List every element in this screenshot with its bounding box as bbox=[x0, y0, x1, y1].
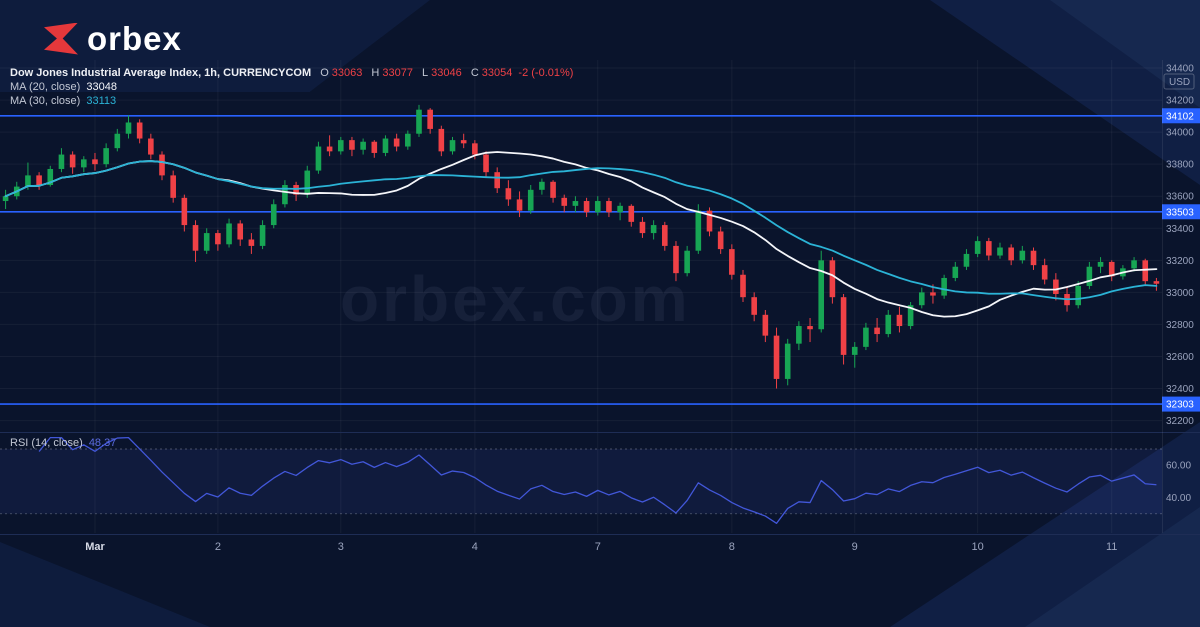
change-value: -2 (-0.01%) bbox=[518, 67, 574, 79]
open-value: 33063 bbox=[331, 67, 363, 79]
high-label: H bbox=[371, 67, 380, 79]
svg-text:11: 11 bbox=[1106, 541, 1117, 553]
close-label: C bbox=[470, 67, 479, 79]
close-value: 33054 bbox=[481, 67, 513, 79]
svg-text:33000: 33000 bbox=[1166, 288, 1194, 299]
svg-text:40.00: 40.00 bbox=[1166, 493, 1191, 504]
svg-text:34200: 34200 bbox=[1166, 96, 1194, 107]
svg-text:32200: 32200 bbox=[1166, 416, 1194, 427]
high-value: 33077 bbox=[382, 67, 413, 79]
svg-text:10: 10 bbox=[972, 541, 984, 553]
rsi-value: 48.37 bbox=[88, 437, 117, 449]
svg-text:33600: 33600 bbox=[1166, 192, 1194, 203]
svg-text:8: 8 bbox=[729, 541, 735, 553]
svg-text:7: 7 bbox=[595, 541, 601, 553]
svg-text:33200: 33200 bbox=[1166, 256, 1194, 267]
low-label: L bbox=[422, 67, 429, 79]
low-value: 33046 bbox=[431, 67, 462, 79]
svg-text:Mar: Mar bbox=[85, 541, 105, 553]
watermark-text: orbex.com bbox=[340, 263, 691, 335]
svg-text:USD: USD bbox=[1169, 77, 1190, 88]
chart-legend: Dow Jones Industrial Average Index, 1h, … bbox=[10, 67, 573, 109]
svg-text:2: 2 bbox=[215, 541, 221, 553]
svg-text:60.00: 60.00 bbox=[1166, 461, 1191, 472]
svg-text:4: 4 bbox=[472, 541, 478, 553]
price-axis[interactable] bbox=[1162, 60, 1200, 532]
open-label: O bbox=[320, 67, 329, 79]
svg-text:34000: 34000 bbox=[1166, 128, 1194, 139]
price-chart-canvas[interactable]: 34400 34200 34000 33800 33600 33400 33200 33000… bbox=[0, 0, 1200, 562]
orbex-logo-text: orbex bbox=[87, 20, 182, 57]
ma20-legend-row[interactable]: MA (20, close) 33048 bbox=[10, 81, 573, 94]
ma20-label: MA (20, close) bbox=[10, 81, 81, 93]
orbex-logo: orbex bbox=[44, 22, 182, 55]
svg-text:32400: 32400 bbox=[1166, 384, 1194, 395]
svg-text:34102: 34102 bbox=[1166, 111, 1194, 122]
time-axis[interactable] bbox=[0, 535, 1162, 559]
ma20-value: 33048 bbox=[86, 81, 117, 93]
svg-text:34400: 34400 bbox=[1166, 64, 1194, 75]
orbex-logo-icon bbox=[44, 22, 78, 55]
svg-text:33503: 33503 bbox=[1166, 207, 1194, 218]
svg-text:33800: 33800 bbox=[1166, 160, 1194, 171]
symbol-title: Dow Jones Industrial Average Index, 1h, … bbox=[10, 67, 312, 79]
svg-text:32800: 32800 bbox=[1166, 320, 1194, 331]
svg-text:3: 3 bbox=[338, 541, 344, 553]
rsi-legend-row[interactable]: RSI (14, close) 48.37 bbox=[10, 437, 116, 450]
ma30-value: 33113 bbox=[86, 95, 117, 107]
svg-text:33400: 33400 bbox=[1166, 224, 1194, 235]
ma30-legend-row[interactable]: MA (30, close) 33113 bbox=[10, 95, 573, 108]
ma30-label: MA (30, close) bbox=[10, 95, 81, 107]
symbol-title-row[interactable]: Dow Jones Industrial Average Index, 1h, … bbox=[10, 67, 573, 80]
svg-text:32600: 32600 bbox=[1166, 352, 1194, 363]
svg-text:9: 9 bbox=[852, 541, 858, 553]
rsi-label: RSI (14, close) bbox=[10, 437, 83, 449]
svg-text:32303: 32303 bbox=[1166, 400, 1194, 411]
